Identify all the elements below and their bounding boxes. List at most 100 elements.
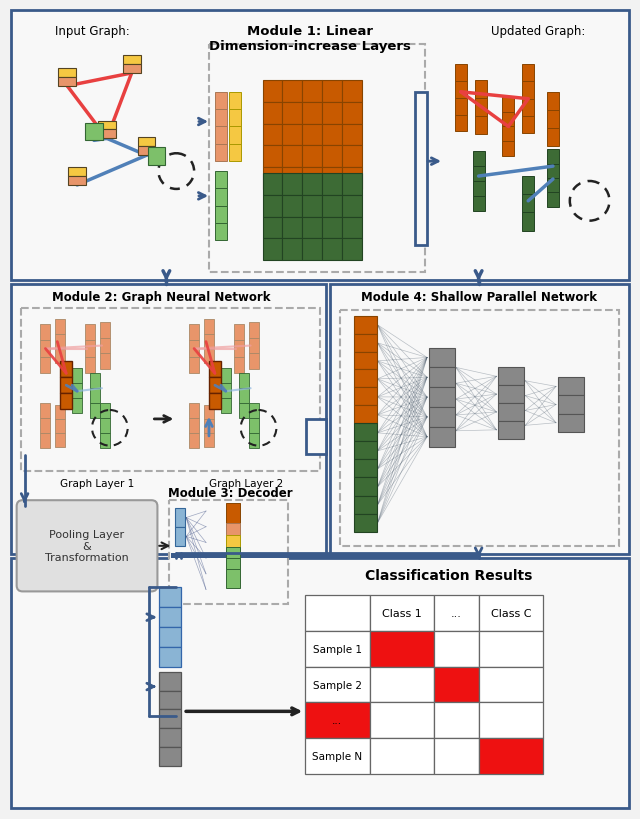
Bar: [475, 81, 486, 99]
Bar: [369, 667, 434, 703]
Bar: [522, 213, 534, 231]
Bar: [522, 195, 534, 213]
Bar: [226, 569, 240, 589]
Bar: [302, 196, 322, 217]
Bar: [55, 433, 65, 447]
Bar: [234, 357, 244, 373]
Bar: [58, 69, 76, 78]
FancyBboxPatch shape: [17, 500, 157, 591]
Bar: [547, 129, 559, 147]
Bar: [72, 384, 82, 399]
Bar: [522, 177, 534, 195]
Bar: [282, 174, 302, 196]
Bar: [159, 747, 181, 766]
Bar: [262, 102, 282, 124]
Bar: [40, 324, 51, 341]
Bar: [302, 146, 322, 168]
Bar: [434, 667, 479, 703]
Bar: [479, 595, 543, 631]
Bar: [100, 338, 110, 354]
Bar: [502, 112, 515, 127]
Bar: [473, 197, 484, 211]
Bar: [228, 127, 241, 145]
Bar: [204, 419, 214, 433]
Bar: [502, 127, 515, 143]
Bar: [282, 102, 302, 124]
Bar: [342, 239, 362, 261]
Bar: [330, 285, 629, 554]
Bar: [282, 81, 302, 102]
Bar: [342, 102, 362, 124]
Bar: [226, 536, 240, 547]
Bar: [60, 378, 72, 394]
Bar: [262, 174, 282, 196]
Text: Graph Layer 2: Graph Layer 2: [209, 479, 283, 489]
Bar: [68, 168, 86, 177]
Bar: [306, 419, 326, 454]
Bar: [262, 146, 282, 168]
Bar: [473, 182, 484, 197]
Bar: [473, 167, 484, 182]
Bar: [159, 672, 181, 690]
Text: Module 4: Shallow Parallel Network: Module 4: Shallow Parallel Network: [360, 291, 596, 304]
Bar: [522, 117, 534, 134]
Bar: [340, 310, 620, 546]
Bar: [90, 389, 100, 404]
Bar: [234, 341, 244, 357]
Bar: [85, 357, 95, 373]
Bar: [429, 387, 455, 408]
Bar: [342, 196, 362, 217]
Bar: [40, 357, 51, 373]
Bar: [11, 558, 629, 808]
Bar: [429, 348, 455, 368]
Bar: [354, 316, 378, 334]
Bar: [502, 97, 515, 112]
Bar: [159, 627, 181, 647]
Bar: [354, 423, 378, 441]
Bar: [204, 433, 214, 447]
Bar: [415, 93, 427, 247]
Bar: [40, 433, 51, 448]
Bar: [479, 667, 543, 703]
Text: ...: ...: [451, 609, 461, 618]
Bar: [226, 523, 240, 536]
Bar: [98, 121, 116, 130]
Bar: [55, 405, 65, 419]
Bar: [209, 394, 221, 410]
Bar: [189, 341, 199, 357]
Bar: [479, 703, 543, 738]
Bar: [215, 172, 227, 189]
Bar: [248, 354, 259, 370]
Text: Sample N: Sample N: [312, 751, 362, 761]
Text: Class C: Class C: [491, 609, 531, 618]
Bar: [221, 399, 231, 414]
Bar: [342, 146, 362, 168]
Bar: [172, 553, 479, 558]
Text: Graph Layer 1: Graph Layer 1: [60, 479, 134, 489]
Bar: [204, 334, 214, 349]
Bar: [369, 595, 434, 631]
Text: Module 3: Decoder: Module 3: Decoder: [168, 486, 293, 500]
Bar: [342, 124, 362, 146]
Bar: [215, 127, 227, 145]
Bar: [58, 78, 76, 87]
Bar: [429, 368, 455, 387]
Bar: [40, 404, 51, 419]
Bar: [100, 354, 110, 370]
Bar: [215, 93, 227, 110]
Bar: [558, 378, 584, 396]
Bar: [138, 138, 156, 147]
Bar: [342, 174, 362, 196]
Bar: [342, 81, 362, 102]
Bar: [123, 56, 141, 65]
Bar: [499, 368, 524, 386]
Bar: [499, 386, 524, 404]
Bar: [547, 93, 559, 111]
Bar: [209, 378, 221, 394]
Bar: [342, 168, 362, 190]
Bar: [322, 146, 342, 168]
Bar: [215, 110, 227, 127]
Bar: [159, 647, 181, 667]
Bar: [354, 334, 378, 352]
Bar: [90, 373, 100, 389]
